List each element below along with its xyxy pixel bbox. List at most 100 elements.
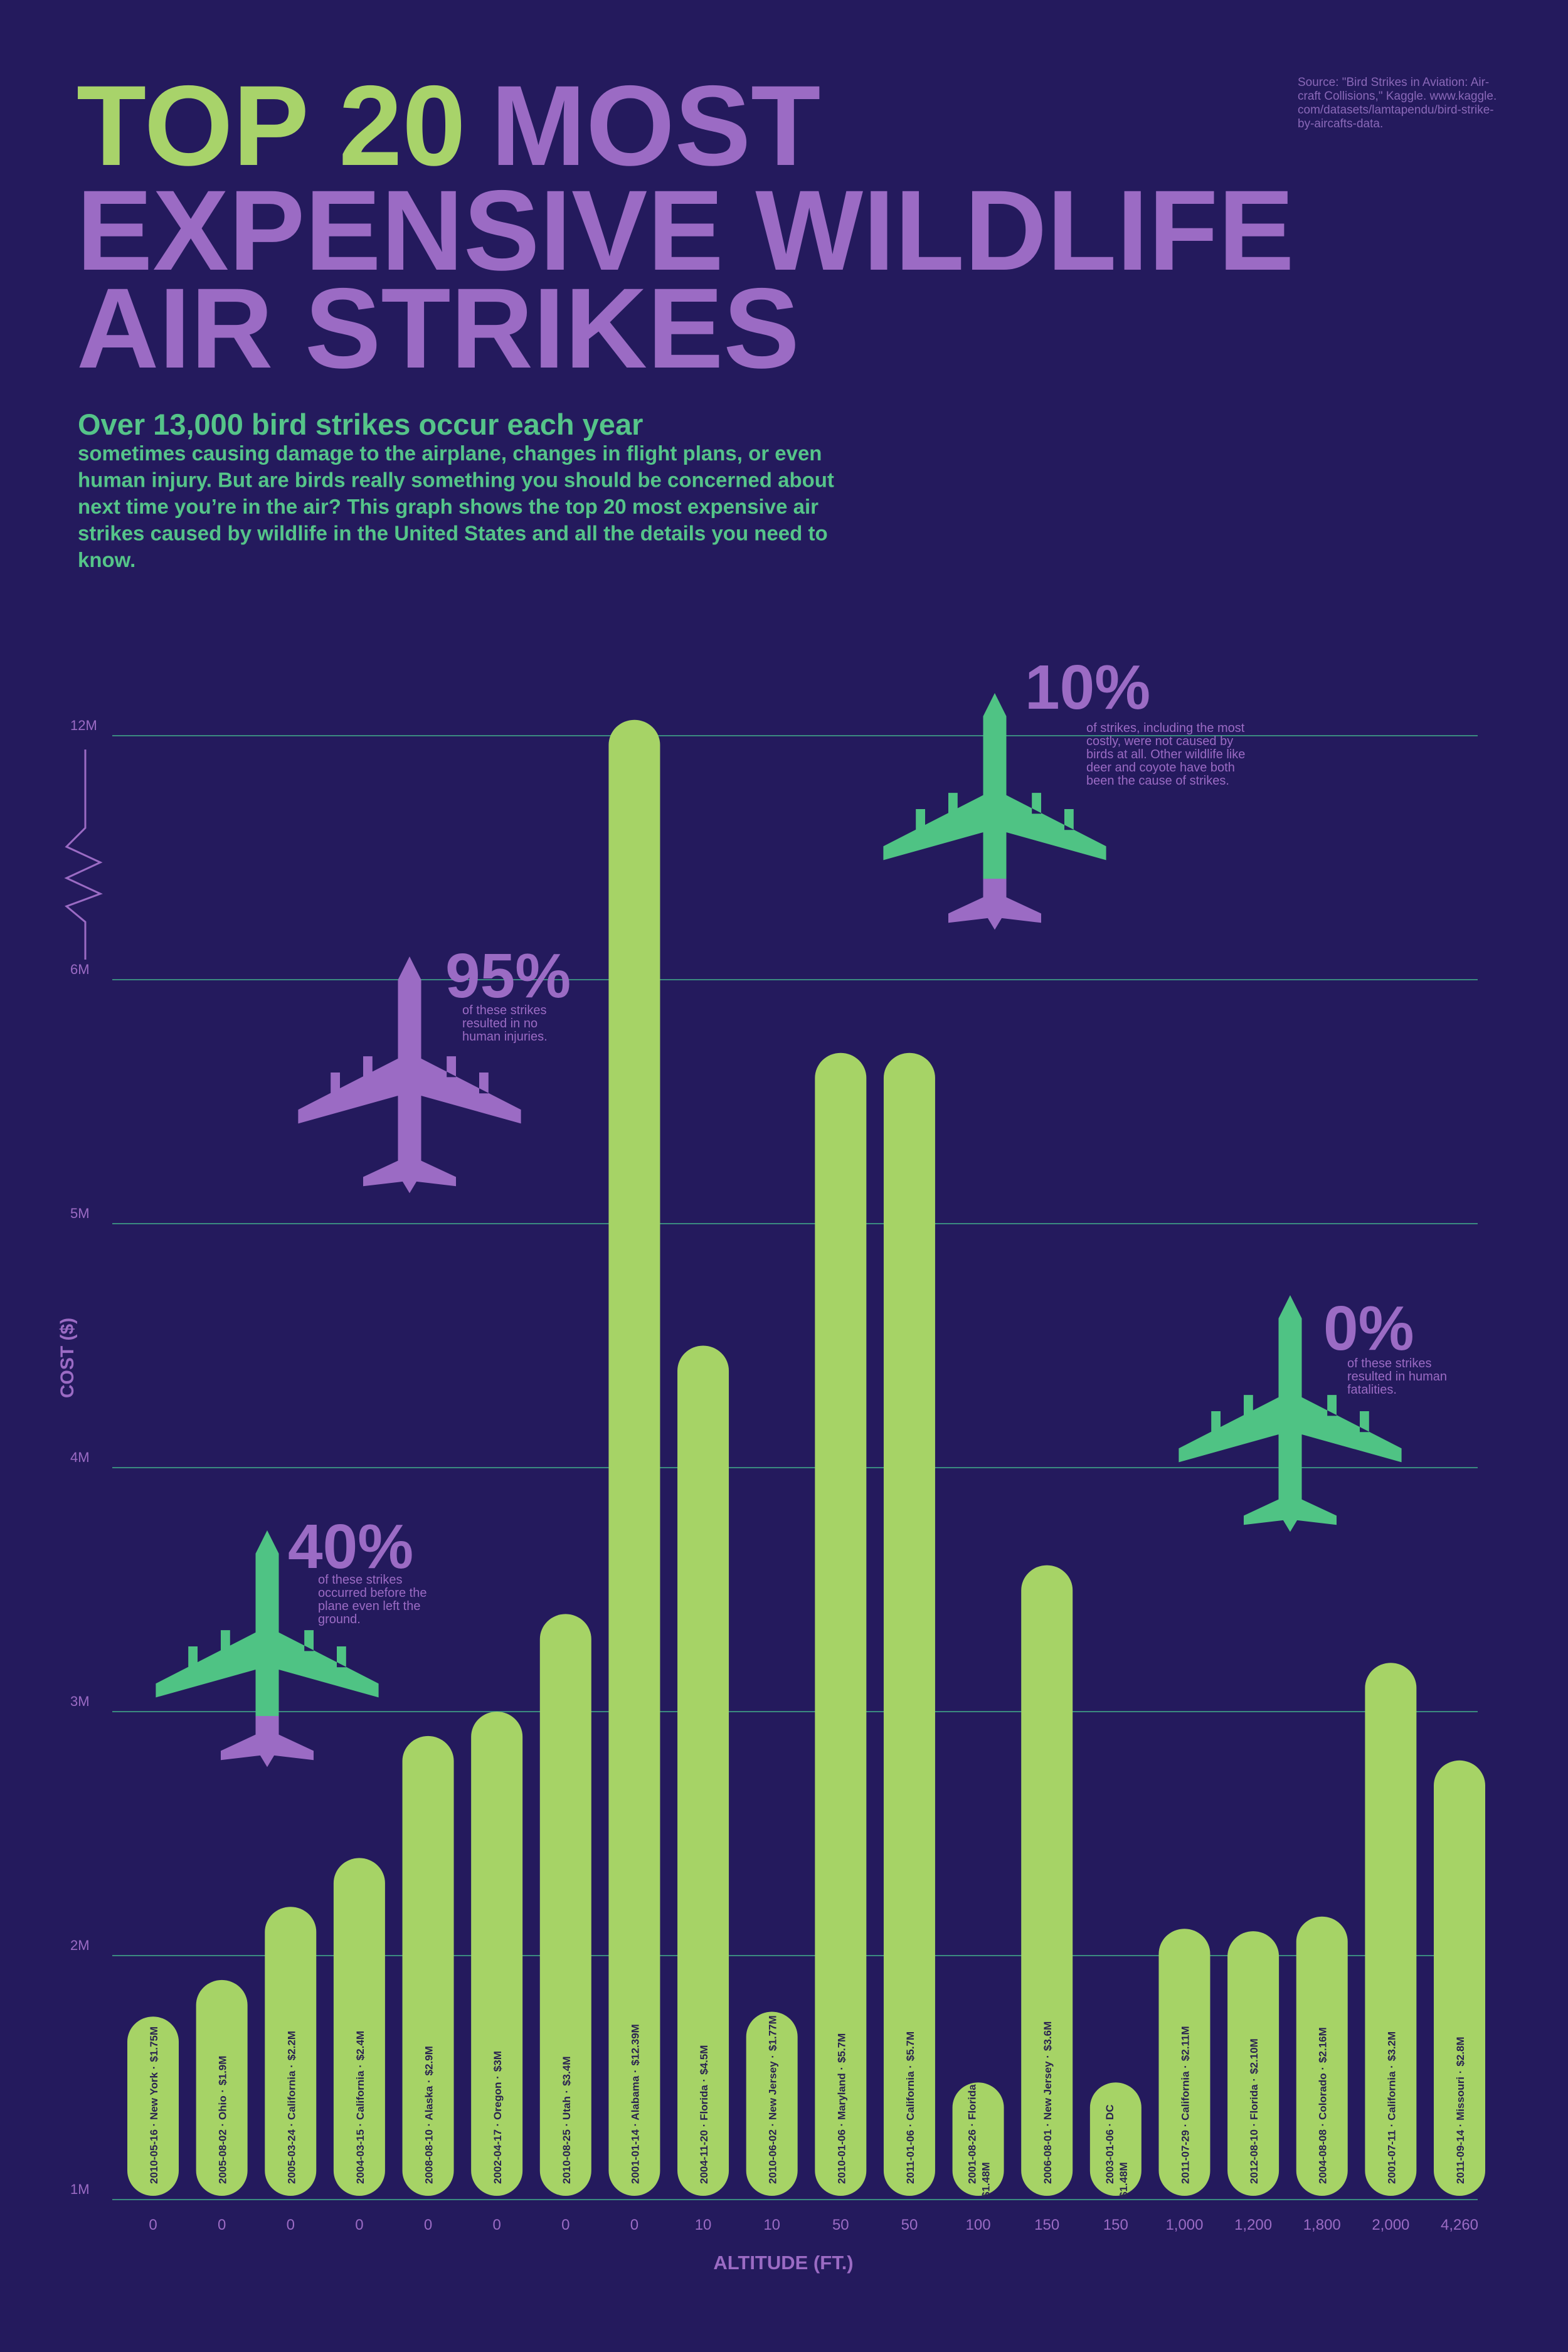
bar-value-label: $12.39M [629, 2024, 641, 2065]
plane-body [298, 956, 521, 1142]
x-tick-label: 4,260 [1441, 2217, 1478, 2233]
body-text: sometimes causing damage to the airplane… [78, 442, 822, 465]
x-tick-label: 100 [966, 2217, 991, 2233]
y-tick-label: 12M [70, 718, 97, 733]
title: TOP 20 MOST [77, 61, 820, 189]
bar [127, 2016, 179, 2196]
bar-label: 2012-08-10 · Florida · $2.10M [1248, 2038, 1260, 2184]
x-tick-label: 0 [492, 2217, 501, 2233]
bar-label: 2001-07-11 · California · $3.2M [1385, 2032, 1397, 2184]
body-text: know. [78, 548, 135, 571]
x-tick-label: 1,200 [1234, 2217, 1272, 2233]
bar-label: 2010-08-25 · Utah · $3.4M [561, 2057, 573, 2184]
bar-label-category: 2001-08-26 · Florida [967, 2084, 978, 2184]
bar-label-category: 2011-01-06 · California · [904, 2065, 916, 2184]
annotation-value: 0% [1323, 1293, 1414, 1364]
bar-label-category: 2006-08-01 · New Jersey · [1042, 2055, 1054, 2184]
source-note: by-aircafts-data. [1298, 117, 1383, 130]
bar [1158, 1929, 1210, 2196]
plane-tail [363, 1142, 456, 1194]
bar-label-category: 2004-11-20 · Florida · [698, 2079, 710, 2184]
bar-value-label: $1.48M [980, 2162, 992, 2198]
body-text: next time you’re in the air? This graph … [78, 495, 818, 518]
bar-value-label: $3.2M [1385, 2032, 1397, 2061]
bar-value-label: $5.7M [904, 2032, 916, 2061]
bar-value-label: $3.6M [1042, 2021, 1054, 2051]
annotation-text: costly, were not caused by [1086, 734, 1233, 748]
bar-label: 2010-06-02 · New Jersey · $1.77M [767, 2015, 779, 2184]
bar [952, 2082, 1004, 2196]
bar [1089, 2082, 1142, 2196]
bar-value-label: $2.2M [285, 2031, 297, 2060]
y-tick-label: 6M [70, 961, 90, 977]
bar-label-category: 2012-08-10 · Florida · [1248, 2078, 1260, 2184]
bar-label: 2005-03-24 · California · $2.2M [285, 2031, 297, 2184]
bar-value-label: $1.9M [217, 2056, 229, 2085]
y-tick-label: 1M [70, 2181, 90, 2197]
plane-icon [298, 956, 521, 1194]
bar-label-category: 2010-01-06 · Maryland · [835, 2067, 847, 2184]
y-tick-label: 5M [70, 1205, 90, 1221]
bar-label: 2008-08-10 · Alaska · $2.9M [423, 2046, 435, 2184]
plane-body [883, 693, 1106, 879]
bar-label-category: 2005-08-02 · Ohio · [217, 2089, 229, 2184]
plane-body [156, 1530, 379, 1716]
x-tick-label: 50 [832, 2217, 849, 2233]
bar-label-category: 2002-04-17 · Oregon · [492, 2075, 504, 2184]
x-tick-label: 0 [424, 2217, 432, 2233]
plane-body [1179, 1295, 1402, 1481]
bar-label: 2004-03-15 · California · $2.4M [354, 2031, 366, 2184]
bar [746, 2011, 798, 2196]
annotation-text: occurred before the [318, 1586, 426, 1600]
x-tick-label: 0 [149, 2217, 157, 2233]
bar-value-label: $2.10M [1248, 2038, 1260, 2074]
bar-label-category: 2010-06-02 · New Jersey · [767, 2055, 779, 2184]
bar-label-category: 2010-05-16 · New York · [148, 2066, 160, 2184]
bar-label: 2005-08-02 · Ohio · $1.9M [217, 2056, 229, 2184]
axis-break [64, 750, 103, 960]
annotation-value: 95% [445, 941, 571, 1011]
bar [539, 1614, 591, 2196]
annotation-text: birds at all. Other wildlife like [1086, 748, 1245, 761]
bar [1296, 1916, 1348, 2196]
y-tick-label: 4M [70, 1449, 90, 1465]
bar [471, 1712, 523, 2196]
x-tick-label: 1,800 [1303, 2217, 1341, 2233]
source-note: Source: "Bird Strikes in Aviation: Air- [1298, 76, 1489, 89]
annotation-text: of these strikes [318, 1573, 403, 1587]
bar-value-label: $3M [492, 2051, 504, 2072]
body-text: strikes caused by wildlife in the United… [78, 522, 828, 545]
annotation-text: of these strikes [462, 1004, 547, 1017]
annotation-value: 40% [288, 1512, 413, 1582]
bar-label: 2010-01-06 · Maryland · $5.7M [835, 2033, 847, 2184]
x-tick-label: 0 [218, 2217, 226, 2233]
annotation-value: 10% [1025, 652, 1150, 723]
bar-label-category: 2011-07-29 · California · [1179, 2065, 1191, 2184]
plane-tail [948, 879, 1041, 930]
bar [333, 1858, 385, 2196]
bar-label: 2001-08-26 · Florida $1.48M [967, 2084, 992, 2198]
source-note: craft Collisions," Kaggle. www.kaggle. [1298, 90, 1496, 103]
annotation-text: deer and coyote have both [1086, 761, 1235, 775]
x-tick-label: 150 [1034, 2217, 1059, 2233]
annotation-text: plane even left the [318, 1599, 420, 1613]
bar-value-label: $2.11M [1179, 2026, 1191, 2061]
bar [608, 719, 660, 2196]
annotation-text: of these strikes [1347, 1357, 1432, 1370]
subtitle: Over 13,000 bird strikes occur each year [78, 408, 643, 441]
annotation-text: been the cause of strikes. [1086, 774, 1229, 788]
bar [1227, 1931, 1279, 2196]
title: AIR STRIKES [77, 264, 800, 392]
bar [265, 1907, 317, 2196]
plane-icon [156, 1530, 379, 1767]
y-tick-label: 3M [70, 1693, 90, 1709]
annotation-text: resulted in no [462, 1017, 538, 1030]
x-tick-label: 0 [630, 2217, 638, 2233]
bar [1365, 1663, 1417, 2196]
y-axis-label: COST ($) [57, 1318, 78, 1398]
title-highlight: TOP 20 [77, 61, 466, 189]
bar-value-label: $1.75M [148, 2026, 160, 2062]
bar-label-category: 2003-01-06 · DC [1104, 2104, 1116, 2184]
bar-label-category: 2001-07-11 · California · [1385, 2065, 1397, 2184]
